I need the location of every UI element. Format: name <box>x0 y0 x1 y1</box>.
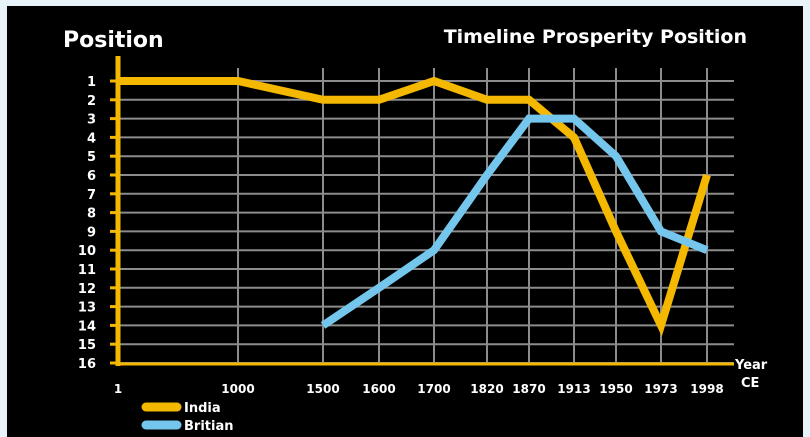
axes <box>110 56 734 366</box>
x-tick-label: 1913 <box>557 382 590 396</box>
y-tick-label: 10 <box>78 244 96 259</box>
x-tick-label: 1973 <box>644 382 677 396</box>
y-tick-label: 6 <box>87 169 96 184</box>
x-tick-label: 1 <box>114 382 122 396</box>
y-tick-label: 12 <box>78 282 96 297</box>
x-tick-label: 1500 <box>306 382 339 396</box>
y-tick-label: 15 <box>78 338 96 353</box>
grid-lines <box>118 68 734 364</box>
y-tick-label: 8 <box>87 207 96 222</box>
x-tick-label: 1870 <box>512 382 545 396</box>
y-tick-label: 1 <box>87 75 96 90</box>
y-tick-label: 2 <box>87 94 96 109</box>
y-tick-label: 14 <box>78 319 96 334</box>
legend-label-britian: Britian <box>184 419 233 434</box>
y-axis-title: Position <box>63 28 164 53</box>
x-tick-label: 1000 <box>221 382 254 396</box>
x-tick-label: 1700 <box>417 382 450 396</box>
y-tick-label: 16 <box>78 357 96 372</box>
x-tick-label: 1600 <box>362 382 395 396</box>
series-lines <box>117 76 711 337</box>
x-tick-label: 1950 <box>599 382 632 396</box>
x-tick-label: 1998 <box>690 382 723 396</box>
x-axis-title-year: Year <box>734 358 768 373</box>
y-tick-label: 5 <box>87 150 96 165</box>
x-tick-label: 1820 <box>470 382 503 396</box>
y-tick-label: 3 <box>87 113 96 128</box>
legend-label-india: India <box>184 401 221 416</box>
y-tick-label: 13 <box>78 301 96 316</box>
y-tick-label: 7 <box>87 188 96 203</box>
y-tick-label: 4 <box>87 131 96 146</box>
chart-panel: 1 2 3 4 5 6 7 8 9 10 11 12 13 14 15 16 1 1000 1500 1600 1700… <box>7 6 803 437</box>
chart-title: Timeline Prosperity Position <box>444 26 747 48</box>
y-tick-label: 9 <box>87 225 96 240</box>
x-axis-title-ce: CE <box>741 376 759 391</box>
y-tick-label: 11 <box>78 263 96 278</box>
legend: India Britian <box>141 401 233 434</box>
